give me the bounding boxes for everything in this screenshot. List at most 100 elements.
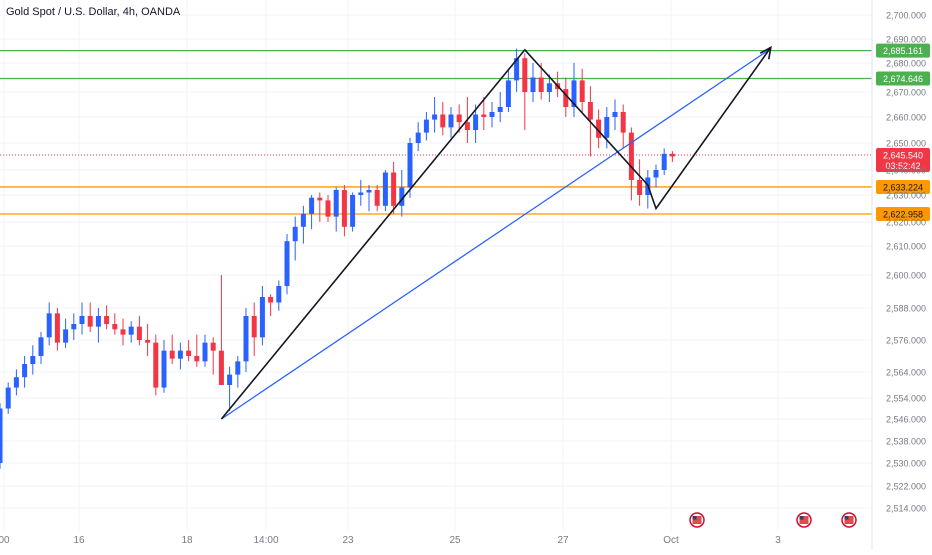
candle-body [333, 190, 339, 217]
flag-stripes [692, 516, 702, 524]
candle [448, 107, 454, 138]
economic-events-layer [689, 512, 857, 528]
candle [292, 216, 298, 261]
candle [120, 318, 126, 346]
candle-body [505, 80, 511, 107]
candle-body [341, 190, 347, 227]
candle-body [169, 350, 175, 359]
candle [522, 53, 528, 130]
y-tick-label: 2,576.000 [886, 336, 926, 346]
grid-layer [0, 0, 872, 530]
arrowhead [759, 45, 772, 60]
price-axis: 2,700.000 2,690.000 2,680.000 2,670.000 2,66… [871, 0, 926, 550]
candle-body [604, 117, 610, 138]
candle [333, 187, 339, 232]
candle [251, 302, 257, 356]
candle [104, 305, 110, 330]
candle-body [440, 114, 446, 128]
candle-body [243, 316, 249, 362]
candle-body [579, 80, 585, 102]
candle [268, 294, 274, 316]
candle-body [30, 356, 36, 364]
x-tick-label: 18 [181, 535, 193, 546]
candle-body [259, 297, 265, 338]
candle [317, 192, 323, 222]
candle-body [186, 350, 192, 356]
candle-body [661, 153, 667, 170]
support-price-tag [876, 179, 930, 194]
candle-body [300, 213, 306, 227]
symbol-title: Gold Spot / U.S. Dollar, 4h, OANDA [6, 6, 181, 18]
candle [612, 99, 618, 130]
candle [620, 104, 626, 149]
candle [227, 366, 233, 412]
candle-body [161, 350, 167, 388]
candles-layer [0, 48, 675, 469]
candle-body [350, 195, 356, 227]
candle-body [210, 342, 216, 351]
candle-body [448, 114, 454, 128]
y-tick-label: 2,640.000 [886, 166, 926, 176]
y-tick-label: 2,546.000 [886, 415, 926, 425]
candle-body [104, 316, 110, 324]
candle [309, 195, 315, 230]
candle-body [423, 119, 429, 133]
y-tick-label: 2,600.000 [886, 271, 926, 281]
y-tick-label: 2,522.000 [886, 482, 926, 492]
candle-body [145, 340, 151, 343]
price-lines-layer: 2,685.161 2,674.646 2,633.224 2,622.958 2,64… [0, 43, 930, 222]
candle [661, 148, 667, 175]
candle [546, 74, 552, 102]
candle-body [628, 132, 634, 180]
candle [358, 180, 364, 206]
candle-body [415, 132, 421, 143]
candle [63, 318, 69, 348]
y-tick-label: 2,650.000 [886, 139, 926, 149]
candle [5, 382, 11, 414]
flag-stripes [844, 516, 854, 524]
candle-body [481, 114, 487, 117]
candle [497, 92, 503, 123]
candle [186, 340, 192, 362]
candle-body [653, 170, 659, 178]
candle-body [13, 377, 19, 388]
x-tick-label: 3 [775, 535, 781, 546]
candle [169, 334, 175, 364]
y-tick-label: 2,564.000 [886, 368, 926, 378]
candle-body [399, 187, 405, 206]
y-tick-label: 2,670.000 [886, 88, 926, 98]
y-tick-label: 2,610.000 [886, 242, 926, 252]
candle [54, 308, 60, 351]
candle [481, 97, 487, 130]
y-tick-label: 2,680.000 [886, 59, 926, 69]
candle [128, 321, 134, 343]
candle [374, 185, 380, 212]
candle [177, 342, 183, 370]
candle [653, 164, 659, 188]
candle-body [227, 374, 233, 385]
candle-body [596, 119, 602, 138]
candle [153, 334, 159, 396]
candle [112, 313, 118, 335]
candle [391, 161, 397, 214]
countdown-label: 03:52:42 [885, 161, 920, 171]
candle [300, 205, 306, 244]
candle-body [563, 89, 569, 107]
candle [276, 280, 282, 311]
candle [637, 159, 643, 206]
y-tick-label: 2,530.000 [886, 459, 926, 469]
candle-body [571, 80, 577, 107]
candle-body [669, 153, 675, 157]
candle-body [46, 313, 52, 338]
y-tick-label: 2,538.000 [886, 437, 926, 447]
y-tick-label: 2,514.000 [886, 504, 926, 514]
drawings-layer [220, 45, 772, 420]
candle-body [71, 324, 77, 330]
candle-body [22, 364, 28, 378]
candle [563, 77, 569, 117]
candle-body [456, 114, 462, 123]
current-price-tag [876, 148, 930, 173]
candle [489, 102, 495, 128]
candle [514, 48, 520, 92]
price-tag-label: 2,674.646 [883, 74, 923, 84]
